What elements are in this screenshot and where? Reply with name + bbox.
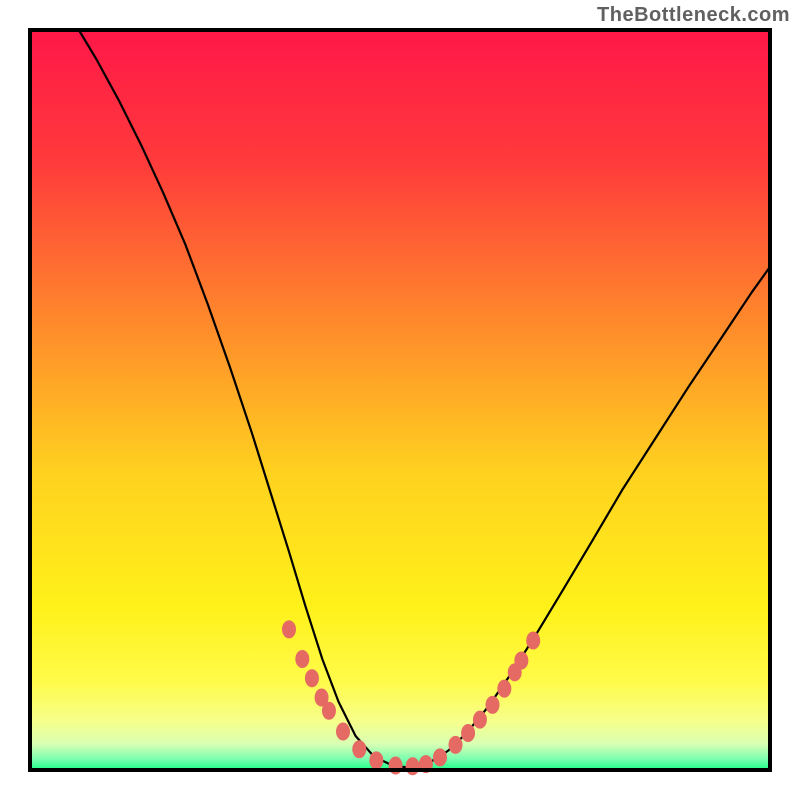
curve-marker xyxy=(305,669,319,687)
curve-marker xyxy=(433,748,447,766)
curve-marker xyxy=(473,711,487,729)
gradient-background xyxy=(30,30,770,770)
curve-marker xyxy=(336,723,350,741)
chart-stage: TheBottleneck.com xyxy=(0,0,800,800)
curve-marker xyxy=(514,651,528,669)
curve-marker xyxy=(369,751,383,769)
curve-marker xyxy=(526,632,540,650)
watermark-text: TheBottleneck.com xyxy=(597,4,790,27)
curve-marker xyxy=(497,680,511,698)
curve-marker xyxy=(486,696,500,714)
curve-marker xyxy=(282,620,296,638)
chart-svg xyxy=(0,0,800,800)
curve-marker xyxy=(295,650,309,668)
curve-marker xyxy=(406,757,420,775)
curve-marker xyxy=(461,724,475,742)
curve-marker xyxy=(352,740,366,758)
curve-marker xyxy=(449,736,463,754)
curve-marker xyxy=(322,702,336,720)
